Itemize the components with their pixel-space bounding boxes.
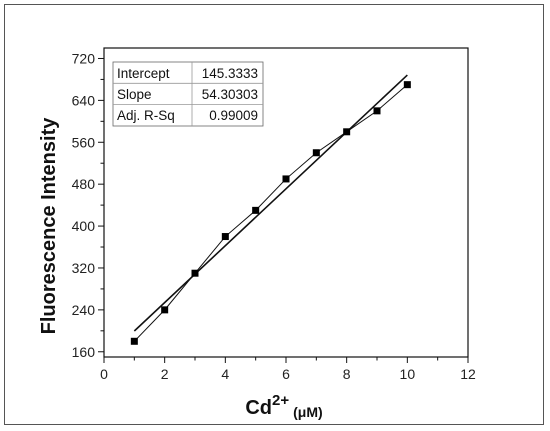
stats-intercept-value: 145.3333	[202, 66, 258, 81]
tick-labels: 0 2 4 6 8 10 12 160 240 320 400 480 560 640 720	[72, 50, 476, 382]
x-tick-label: 4	[221, 366, 229, 382]
data-point	[161, 306, 169, 314]
y-tick-label: 160	[72, 344, 96, 360]
y-tick-label: 560	[72, 134, 96, 150]
x-axis-title-sup: 2+	[272, 392, 289, 409]
y-tick-label: 320	[72, 260, 96, 276]
stats-slope-value: 54.30303	[202, 87, 258, 102]
x-tick-label: 2	[161, 366, 169, 382]
y-tick-label: 400	[72, 218, 96, 234]
linear-fit-line	[133, 74, 408, 332]
x-tick-label: 8	[343, 366, 351, 382]
data-points	[130, 81, 411, 345]
data-point	[252, 206, 260, 214]
x-tick-label: 6	[282, 366, 290, 382]
stats-intercept-label: Intercept	[117, 66, 170, 81]
data-point	[191, 269, 199, 277]
data-point	[373, 107, 381, 115]
data-connecting-line	[133, 84, 408, 342]
stats-slope-label: Slope	[117, 87, 152, 102]
data-point	[221, 233, 229, 241]
x-tick-label: 10	[400, 366, 416, 382]
x-axis-title: Cd2+(μM)	[245, 392, 322, 420]
data-point	[403, 81, 411, 89]
x-axis-title-main: Cd	[245, 397, 272, 419]
data-point	[282, 175, 290, 183]
y-tick-label: 640	[72, 92, 96, 108]
stats-adj-r-sq-label: Adj. R-Sq	[117, 108, 175, 123]
y-tick-label: 480	[72, 176, 96, 192]
x-tick-label: 12	[460, 366, 476, 382]
figure-frame	[4, 4, 544, 425]
plot-area	[103, 47, 469, 358]
stats-table-box	[112, 61, 264, 127]
data-point	[343, 128, 351, 136]
x-tick-label: 0	[100, 366, 108, 382]
data-point	[130, 337, 138, 345]
y-tick-label: 240	[72, 302, 96, 318]
x-axis-title-unit: (μM)	[293, 404, 323, 420]
y-tick-label: 720	[72, 50, 96, 66]
stats-table: Intercept 145.3333 Slope 54.30303 Adj. R…	[112, 61, 264, 127]
y-axis-title: Fluorescence Intensity	[38, 117, 60, 335]
stats-adj-r-sq-value: 0.99009	[209, 108, 258, 123]
major-ticks	[98, 57, 469, 363]
data-point	[312, 149, 320, 157]
